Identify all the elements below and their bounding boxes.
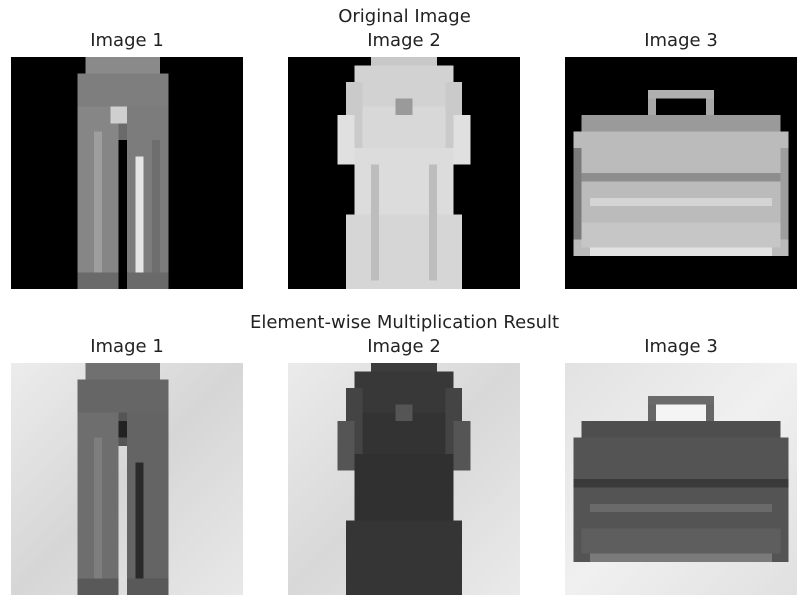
trouser-image: [11, 57, 243, 289]
panel-original-2: Image 2: [288, 31, 520, 289]
bag-image: [565, 57, 797, 289]
panel-original-3: Image 3: [565, 31, 797, 289]
dress-image: [288, 57, 520, 289]
bag-result-image: [565, 363, 797, 595]
panel-result-1: Image 1: [11, 337, 243, 595]
panel-title: Image 1: [90, 30, 164, 51]
panel-result-2: Image 2: [288, 337, 520, 595]
panel-title: Image 2: [367, 336, 441, 357]
row-title-original: Original Image: [338, 6, 471, 27]
panel-title: Image 2: [367, 30, 441, 51]
panel-title: Image 3: [644, 30, 718, 51]
trouser-result-image: [11, 363, 243, 595]
panel-result-3: Image 3: [565, 337, 797, 595]
panel-title: Image 1: [90, 336, 164, 357]
row-title-result: Element-wise Multiplication Result: [249, 312, 560, 333]
panel-title: Image 3: [644, 336, 718, 357]
dress-result-image: [288, 363, 520, 595]
panel-original-1: Image 1: [11, 31, 243, 289]
